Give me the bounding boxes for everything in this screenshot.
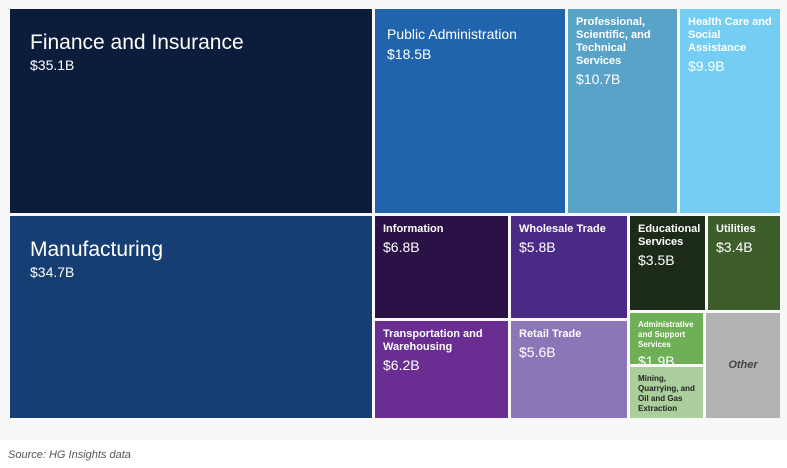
- cell-name: Finance and Insurance: [30, 31, 244, 54]
- cell-value: $3.4B: [716, 239, 753, 255]
- treemap-cell-public: Public Administration $18.5B: [375, 9, 565, 213]
- cell-value: $18.5B: [387, 46, 432, 62]
- cell-name: Other: [728, 359, 758, 371]
- cell-name: Manufacturing: [30, 238, 164, 261]
- cell-value: $35.1B: [30, 57, 75, 73]
- treemap-cell-health: Health Care and Social Assistance $9.9B: [680, 9, 780, 213]
- cell-value: $1.8B: [638, 417, 695, 418]
- treemap-cell-wholesale: Wholesale Trade $5.8B: [511, 216, 627, 318]
- cell-value: $5.8B: [519, 239, 556, 255]
- cell-name: Administrative and Support Services: [638, 320, 694, 349]
- treemap-cell-finance: Finance and Insurance $35.1B: [10, 9, 372, 213]
- cell-value: $6.8B: [383, 239, 420, 255]
- cell-value: $10.7B: [576, 71, 621, 87]
- cell-name: Retail Trade: [519, 328, 582, 340]
- cell-name: Health Care and Social Assistance: [688, 16, 772, 54]
- cell-value: $34.7B: [30, 264, 75, 280]
- treemap-cell-utilities: Utilities $3.4B: [708, 216, 780, 310]
- treemap-cell-mining: Mining, Quarrying, and Oil and Gas Extra…: [630, 367, 703, 418]
- cell-name: Wholesale Trade: [519, 223, 606, 235]
- cell-value: $3.5B: [638, 252, 675, 268]
- treemap-cell-information: Information $6.8B: [375, 216, 508, 318]
- treemap-cell-retail: Retail Trade $5.6B: [511, 321, 627, 418]
- cell-name: Transportation and Warehousing: [383, 328, 483, 353]
- treemap-cell-other: Other: [706, 313, 780, 418]
- cell-value: $1.9B: [638, 353, 675, 364]
- cell-name: Educational Services: [638, 223, 701, 248]
- cell-name: Utilities: [716, 223, 756, 235]
- treemap-cell-manufacturing: Manufacturing $34.7B: [10, 216, 372, 418]
- cell-value: $9.9B: [688, 58, 725, 74]
- treemap-cell-educational: Educational Services $3.5B: [630, 216, 705, 310]
- treemap-cell-transportation: Transportation and Warehousing $6.2B: [375, 321, 508, 418]
- treemap-cell-professional: Professional, Scientific, and Technical …: [568, 9, 677, 213]
- source-note: Source: HG Insights data: [8, 449, 131, 461]
- cell-name: Mining, Quarrying, and Oil and Gas Extra…: [638, 374, 695, 413]
- cell-name: Public Administration: [387, 26, 517, 42]
- cell-name: Information: [383, 223, 444, 235]
- treemap-cell-admin: Administrative and Support Services $1.9B: [630, 313, 703, 364]
- cell-value: $5.6B: [519, 344, 556, 360]
- treemap: Finance and Insurance $35.1B Manufacturing…: [10, 9, 780, 418]
- cell-name: Professional, Scientific, and Technical …: [576, 16, 651, 67]
- cell-value: $6.2B: [383, 357, 420, 373]
